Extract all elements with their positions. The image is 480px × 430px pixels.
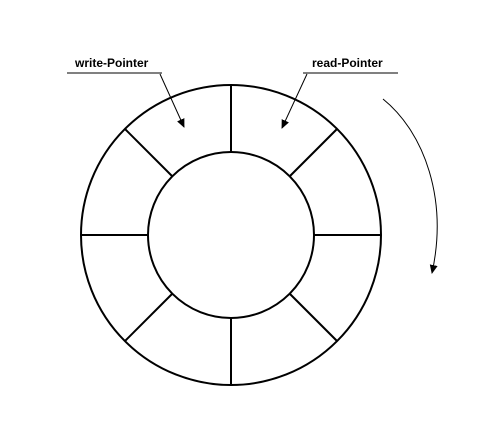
write-pointer-arrow bbox=[159, 73, 185, 128]
inner-ring bbox=[147, 151, 315, 319]
slot-divider bbox=[124, 128, 173, 177]
read-pointer-label: read-Pointer bbox=[312, 56, 383, 70]
write-pointer-label: write-Pointer bbox=[75, 56, 149, 70]
read-pointer-arrow bbox=[281, 73, 308, 129]
slot-divider bbox=[289, 293, 338, 342]
rotation-direction-arrow bbox=[382, 98, 438, 274]
slot-divider bbox=[289, 128, 338, 177]
slot-dividers bbox=[81, 85, 381, 385]
slot-divider bbox=[124, 293, 173, 342]
